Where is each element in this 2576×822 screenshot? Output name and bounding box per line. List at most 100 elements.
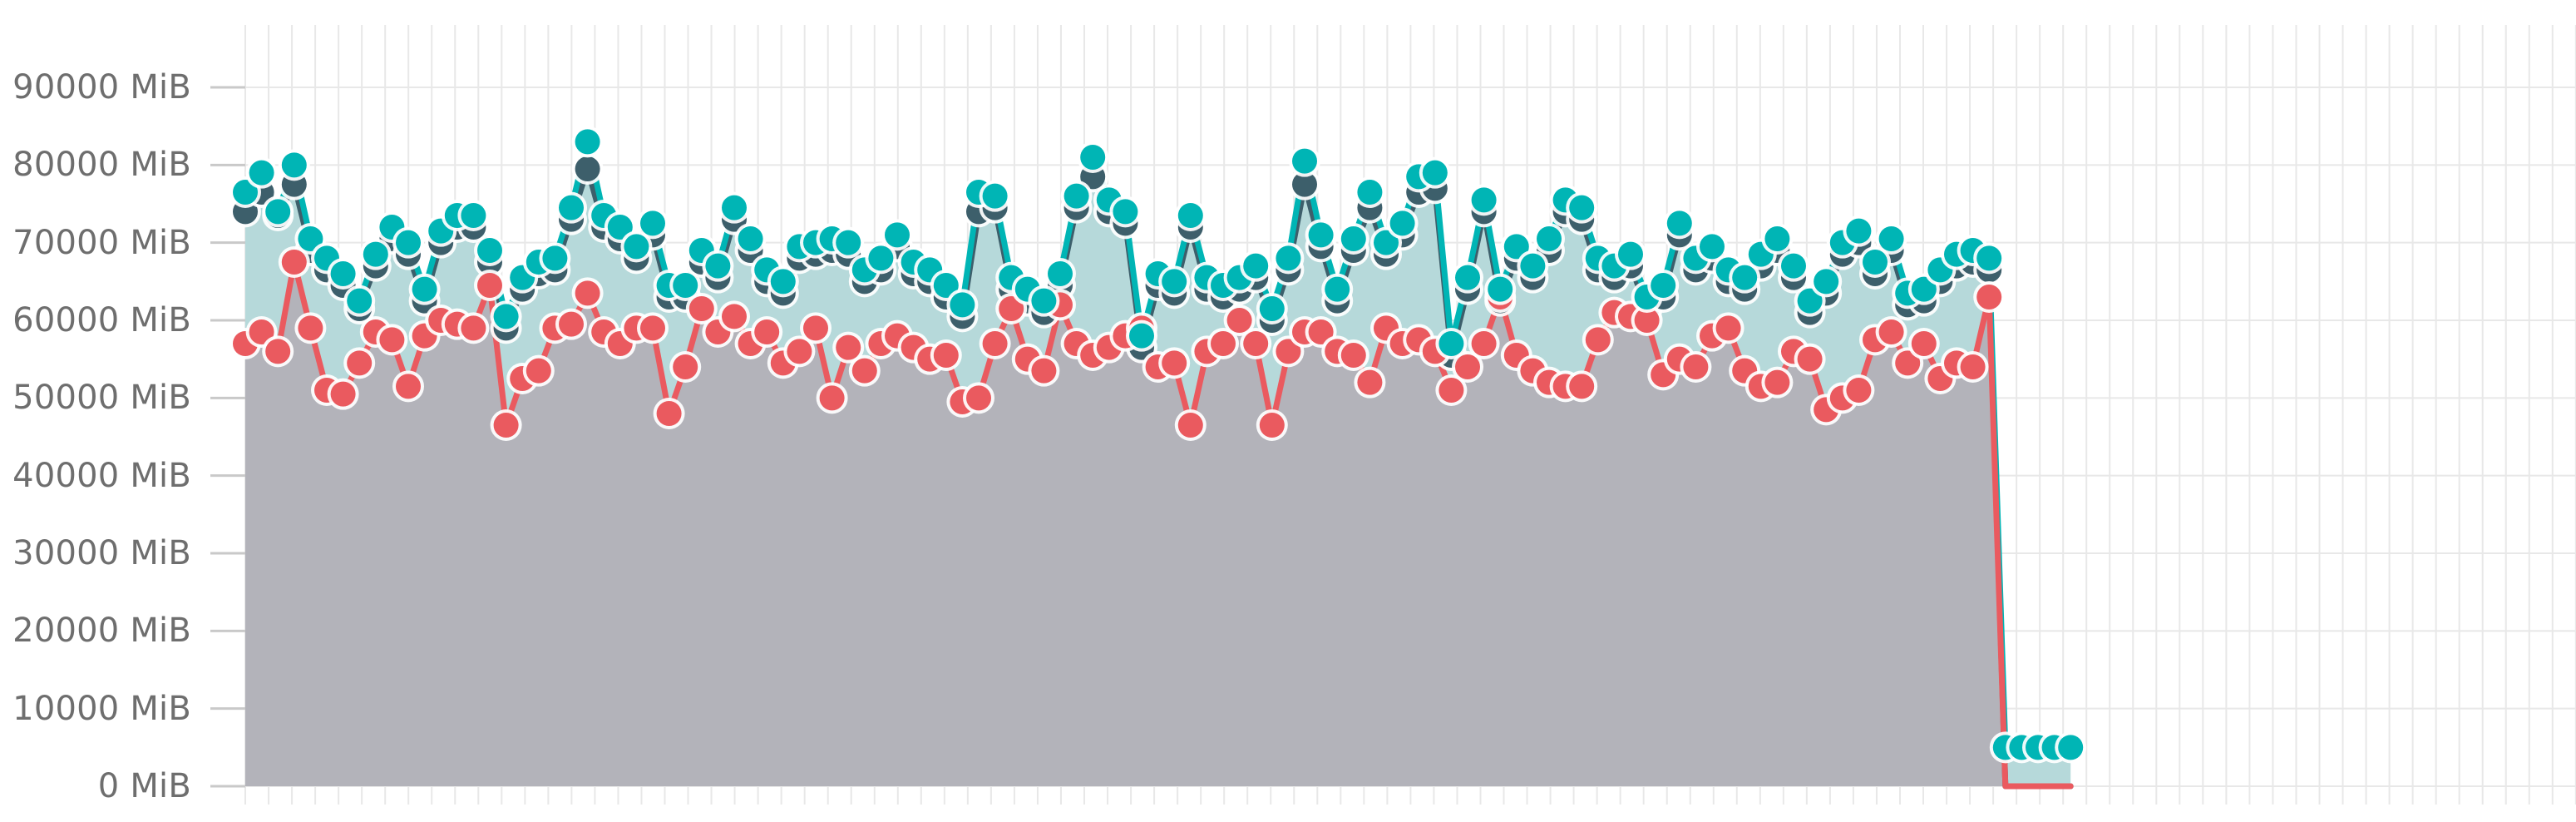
data-point	[1700, 234, 1725, 260]
data-point	[1308, 222, 1334, 248]
data-point	[851, 358, 877, 384]
data-point	[1374, 230, 1399, 255]
data-point	[477, 273, 502, 298]
data-point	[1683, 354, 1709, 379]
data-point	[885, 222, 910, 248]
data-point	[1292, 148, 1317, 174]
data-point	[1911, 331, 1937, 356]
y-axis-tick-label: 10000 MiB	[12, 689, 191, 728]
data-point	[754, 319, 780, 344]
data-point	[265, 199, 291, 225]
data-point	[836, 230, 861, 255]
data-point	[1455, 354, 1480, 379]
data-point	[1895, 350, 1921, 376]
data-point	[477, 238, 502, 263]
data-point	[656, 401, 682, 426]
data-point	[1666, 210, 1692, 236]
data-point	[1976, 285, 2002, 309]
data-point	[281, 250, 307, 275]
data-point	[1422, 160, 1448, 186]
data-point	[1455, 265, 1480, 290]
data-point	[1439, 378, 1464, 403]
data-point	[1569, 195, 1595, 220]
data-point	[1846, 218, 1872, 244]
y-axis-tick-label: 20000 MiB	[12, 612, 191, 651]
y-axis-tick-label: 90000 MiB	[12, 68, 191, 106]
data-point	[1764, 369, 1790, 395]
data-point	[542, 245, 568, 271]
data-point	[575, 156, 600, 181]
data-point	[950, 292, 975, 318]
data-point	[1259, 296, 1285, 321]
data-point	[1503, 234, 1529, 260]
data-point	[1325, 276, 1350, 302]
data-point	[1488, 276, 1513, 302]
data-point	[722, 304, 747, 329]
y-axis-tick-label: 40000 MiB	[12, 456, 191, 495]
data-point	[1618, 241, 1643, 267]
data-point	[966, 385, 991, 411]
data-point	[688, 296, 714, 321]
y-axis-tick-label: 0 MiB	[97, 767, 191, 805]
data-point	[1797, 288, 1823, 314]
data-point	[836, 334, 861, 360]
data-point	[933, 343, 959, 368]
data-point	[1732, 265, 1758, 290]
used-area-fill	[245, 262, 2071, 786]
data-point	[575, 280, 600, 306]
data-point	[265, 339, 291, 364]
data-point	[1226, 308, 1252, 333]
data-point	[412, 276, 437, 302]
data-point	[298, 315, 323, 341]
data-point	[673, 354, 698, 379]
data-point	[1243, 253, 1269, 279]
y-axis-tick-label: 70000 MiB	[12, 223, 191, 262]
data-point	[1340, 343, 1366, 368]
data-point	[396, 230, 421, 255]
data-point	[868, 245, 894, 271]
y-axis-tick-label: 80000 MiB	[12, 146, 191, 185]
data-point	[1357, 180, 1383, 205]
data-point	[1911, 276, 1937, 302]
data-point	[982, 331, 1008, 356]
data-point	[1715, 315, 1741, 341]
total-markers	[229, 126, 2087, 764]
data-point	[396, 374, 421, 399]
data-point	[1031, 288, 1057, 314]
data-point	[1162, 350, 1187, 376]
data-point	[1569, 374, 1595, 399]
data-point	[330, 261, 356, 286]
data-point	[1389, 210, 1415, 236]
data-point	[461, 203, 486, 228]
data-point	[770, 269, 796, 295]
data-point	[1634, 308, 1660, 333]
data-point	[347, 350, 373, 376]
data-point	[559, 195, 584, 220]
data-point	[526, 358, 551, 384]
data-point	[249, 160, 274, 186]
data-point	[982, 183, 1008, 209]
data-point	[1781, 253, 1806, 279]
data-point	[1651, 273, 1676, 298]
used-markers	[229, 246, 2006, 441]
data-point	[607, 215, 633, 240]
data-point	[1211, 331, 1236, 356]
data-point	[1259, 413, 1285, 438]
data-point	[379, 327, 405, 353]
data-point	[1537, 226, 1562, 251]
data-point	[233, 180, 258, 205]
data-point	[999, 296, 1024, 321]
data-point	[1878, 319, 1904, 344]
data-point	[1976, 245, 2002, 271]
data-point	[1797, 346, 1823, 372]
data-point	[1292, 171, 1317, 197]
data-point	[1080, 145, 1106, 170]
data-point	[249, 319, 274, 344]
data-point	[559, 311, 584, 337]
data-point	[803, 315, 828, 341]
data-point	[281, 152, 307, 178]
data-point	[722, 195, 747, 220]
data-point	[1177, 413, 1203, 438]
data-point	[624, 234, 649, 260]
